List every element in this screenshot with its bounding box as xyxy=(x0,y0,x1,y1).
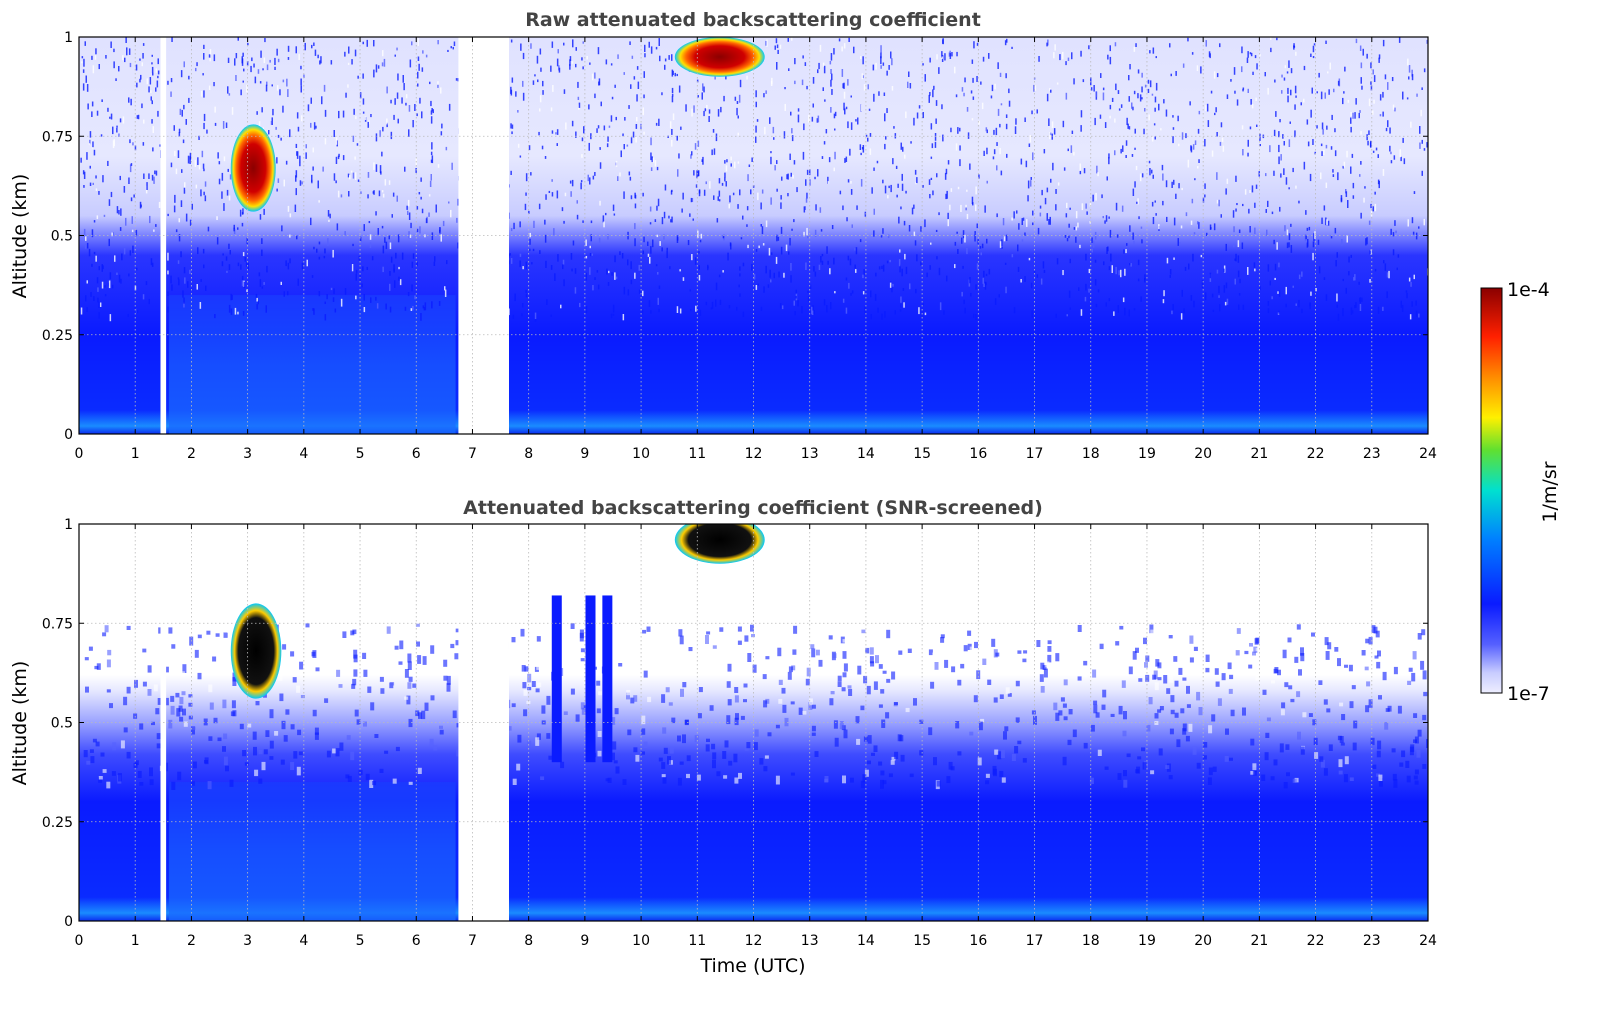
x-tick-label: 20 xyxy=(1194,446,1212,462)
x-tick-label: 16 xyxy=(969,933,987,949)
colorbar-scale xyxy=(1480,287,1503,694)
ylabel-screened: Altitude (km) xyxy=(9,661,31,786)
x-tick-label: 18 xyxy=(1082,933,1100,949)
x-tick-label: 21 xyxy=(1250,933,1268,949)
colorbar: 1e-4 1e-7 1/m/sr xyxy=(1480,279,1561,705)
heatmap-early-layer xyxy=(168,782,456,921)
x-tick-label: 15 xyxy=(913,446,931,462)
heatmap-early-layer xyxy=(168,295,456,434)
y-tick-label: 0 xyxy=(64,427,73,443)
x-ticks-raw: 0 1 2 3 4 5 6 7 8 9 10 11 12 13 14 15 16 17 18 19 20 21 22 23 24 xyxy=(75,37,1437,462)
x-tick-label: 1 xyxy=(131,933,140,949)
x-tick-label: 15 xyxy=(913,933,931,949)
grid-screened xyxy=(79,524,1428,921)
x-tick-label: 19 xyxy=(1138,933,1156,949)
y-tick-label: 0.5 xyxy=(51,716,73,732)
colorbar-unit-label: 1/m/sr xyxy=(1539,461,1561,522)
plume-1 xyxy=(585,595,596,763)
y-tick-label: 0.25 xyxy=(42,815,73,831)
x-tick-label: 19 xyxy=(1138,446,1156,462)
x-tick-label: 24 xyxy=(1419,446,1437,462)
panel-raw-title: Raw attenuated backscattering coefficien… xyxy=(525,9,981,31)
x-tick-label: 17 xyxy=(1026,933,1044,949)
panel-screened-title: Attenuated backscattering coefficient (S… xyxy=(463,497,1043,519)
y-tick-label: 0.25 xyxy=(42,328,73,344)
panel-screened: Attenuated backscattering coefficient (S… xyxy=(9,497,1437,977)
x-tick-label: 5 xyxy=(356,446,365,462)
heatmap-screened xyxy=(79,524,1428,921)
plume-0 xyxy=(551,595,562,763)
x-tick-label: 9 xyxy=(580,933,589,949)
x-tick-label: 12 xyxy=(745,446,763,462)
y-tick-label: 0 xyxy=(64,914,73,930)
x-tick-label: 8 xyxy=(524,933,533,949)
x-tick-label: 13 xyxy=(801,446,819,462)
colorbar-max-label: 1e-4 xyxy=(1507,279,1550,301)
x-tick-label: 22 xyxy=(1307,933,1325,949)
x-tick-label: 20 xyxy=(1194,933,1212,949)
x-tick-label: 13 xyxy=(801,933,819,949)
x-tick-label: 3 xyxy=(243,446,252,462)
x-tick-label: 12 xyxy=(745,933,763,949)
x-tick-label: 14 xyxy=(857,446,875,462)
panel-raw: Raw attenuated backscattering coefficien… xyxy=(9,9,1437,462)
x-tick-label: 11 xyxy=(688,933,706,949)
cloud-feature-0 xyxy=(230,124,276,212)
y-tick-label: 1 xyxy=(64,30,73,46)
plume-2 xyxy=(602,595,613,763)
y-tick-label: 0.75 xyxy=(42,129,73,145)
cloud-feature-1 xyxy=(674,524,765,564)
y-tick-label: 0.5 xyxy=(51,229,73,245)
colorbar-min-label: 1e-7 xyxy=(1507,683,1550,705)
grid-raw xyxy=(79,37,1428,434)
x-tick-label: 24 xyxy=(1419,933,1437,949)
x-tick-label: 0 xyxy=(75,446,84,462)
x-tick-label: 11 xyxy=(688,446,706,462)
x-tick-label: 3 xyxy=(243,933,252,949)
x-tick-label: 5 xyxy=(356,933,365,949)
x-tick-label: 4 xyxy=(299,933,308,949)
x-tick-label: 16 xyxy=(969,446,987,462)
x-tick-label: 2 xyxy=(187,933,196,949)
xlabel-screened: Time (UTC) xyxy=(699,955,805,977)
x-tick-label: 7 xyxy=(468,446,477,462)
y-ticks-raw: 0 0.25 0.5 0.75 1 xyxy=(42,30,1428,443)
x-tick-label: 1 xyxy=(131,446,140,462)
x-tick-label: 4 xyxy=(299,446,308,462)
x-tick-label: 14 xyxy=(857,933,875,949)
x-tick-label: 7 xyxy=(468,933,477,949)
x-tick-label: 21 xyxy=(1250,446,1268,462)
x-tick-label: 2 xyxy=(187,446,196,462)
x-tick-label: 6 xyxy=(412,446,421,462)
x-tick-label: 0 xyxy=(75,933,84,949)
x-tick-label: 23 xyxy=(1363,933,1381,949)
x-tick-label: 23 xyxy=(1363,446,1381,462)
y-tick-label: 1 xyxy=(64,517,73,533)
cloud-feature-1 xyxy=(674,37,765,77)
x-tick-label: 17 xyxy=(1026,446,1044,462)
x-ticks-screened: 0 1 2 3 4 5 6 7 8 9 10 11 12 13 14 15 16 17 18 19 20 21 22 23 24 xyxy=(75,524,1437,949)
x-tick-label: 9 xyxy=(580,446,589,462)
heatmap-raw xyxy=(79,37,1428,434)
ylabel-raw: Altitude (km) xyxy=(9,174,31,299)
y-tick-label: 0.75 xyxy=(42,616,73,632)
x-tick-label: 6 xyxy=(412,933,421,949)
y-ticks-screened: 0 0.25 0.5 0.75 1 xyxy=(42,517,1428,930)
x-tick-label: 10 xyxy=(632,446,650,462)
x-tick-label: 10 xyxy=(632,933,650,949)
x-tick-label: 22 xyxy=(1307,446,1325,462)
x-tick-label: 18 xyxy=(1082,446,1100,462)
x-tick-label: 8 xyxy=(524,446,533,462)
cloud-feature-0 xyxy=(230,603,282,699)
